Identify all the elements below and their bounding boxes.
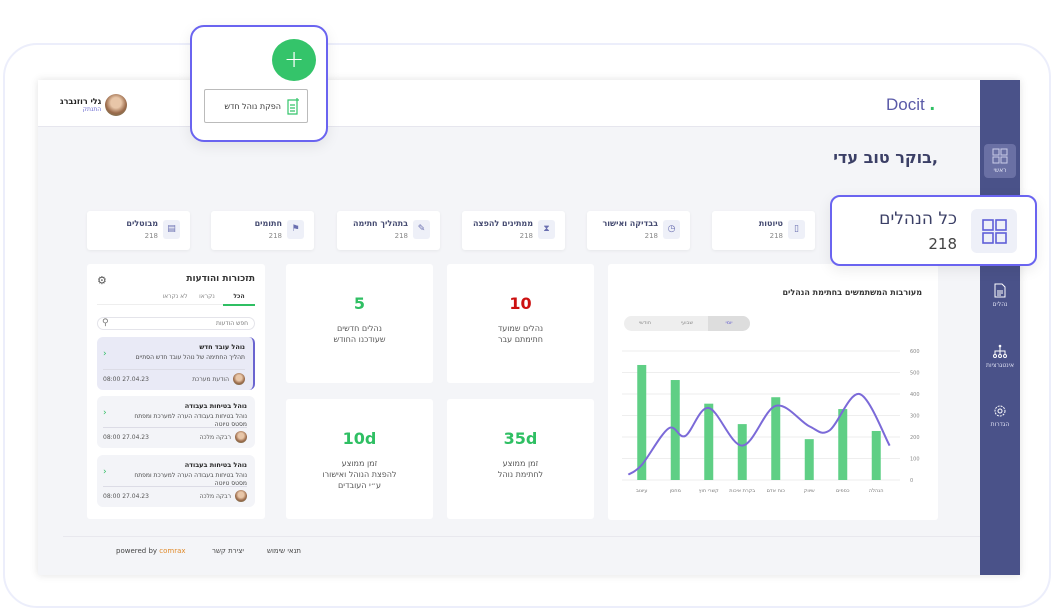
- user-menu[interactable]: גלי רוזנברג התנתק: [60, 94, 128, 116]
- contact-link[interactable]: יצירת קשר: [212, 547, 244, 555]
- chevron-left-icon: ‹: [103, 408, 107, 418]
- top-header: Docit . גלי רוזנברג התנתק: [38, 80, 980, 127]
- avatar: [233, 373, 245, 385]
- stat-signed[interactable]: ⚑ חתומים 218: [211, 211, 314, 250]
- search-icon: ⚲: [102, 318, 109, 328]
- bar: [804, 439, 814, 480]
- kpi-value: 5: [353, 294, 366, 313]
- logout-link[interactable]: התנתק: [82, 106, 102, 113]
- x-tick-label: בקרת איכות: [729, 488, 755, 494]
- stat-cancelled[interactable]: ▤ מבוטלים 218: [87, 211, 190, 250]
- logo-dot: .: [929, 93, 935, 115]
- x-tick-label: עיצוב: [636, 488, 647, 494]
- period-toggle: יומי שבועי חודשי: [624, 316, 750, 331]
- y-tick-label: 200: [910, 435, 920, 441]
- bar: [871, 430, 881, 480]
- user-name: גלי רוזנברג: [60, 97, 102, 106]
- y-tick-label: 300: [910, 414, 920, 420]
- grid-icon: [971, 209, 1017, 253]
- sidebar-item-procedures[interactable]: נהלים: [984, 283, 1016, 308]
- cancelled-doc-icon: ▤: [163, 220, 180, 239]
- kpi-avg-distribution-time: 10d זמן ממוצע להפצת הנוהל ואישורו ע״י העובד…: [286, 399, 433, 519]
- notification-tabs: הכל נקראו לא נקראו: [97, 293, 255, 306]
- trend-line: [627, 393, 891, 476]
- new-procedure-popup: + הפקת נוהל חדש: [190, 25, 328, 142]
- hourglass-icon: ⧗: [538, 220, 555, 239]
- segment-weekly[interactable]: שבועי: [680, 320, 694, 326]
- bar: [771, 397, 781, 480]
- y-tick-label: 500: [910, 371, 920, 377]
- sidebar: ראשי נהלים אינטגרציות הגדרות: [980, 80, 1020, 575]
- stat-drafts[interactable]: ▯ טיוטות 218: [712, 211, 815, 250]
- sidebar-item-home[interactable]: ראשי: [984, 144, 1016, 178]
- bar: [637, 364, 647, 480]
- y-tick-label: 400: [910, 392, 920, 398]
- pen-icon: ✎: [413, 220, 430, 239]
- grid-icon: [992, 148, 1008, 164]
- kpi-new: 5 נהלים חדשים שעודכנו החודש: [286, 264, 433, 383]
- add-button[interactable]: +: [272, 39, 316, 81]
- bar: [838, 409, 848, 480]
- notifications-panel: תזכורות והודעות ⚙ הכל נקראו לא נקראו חפש…: [87, 264, 265, 519]
- stat-signing[interactable]: ✎ בתהליך חתימה 218: [337, 211, 440, 250]
- search-input[interactable]: חפש הודעות ⚲: [97, 317, 255, 330]
- hierarchy-icon: [993, 344, 1007, 358]
- kpi-value: 10: [509, 294, 532, 313]
- add-document-icon: [287, 98, 299, 115]
- logo[interactable]: Docit .: [885, 93, 935, 115]
- gear-icon: [994, 405, 1006, 417]
- avatar: [235, 490, 247, 502]
- y-tick-label: 600: [910, 349, 920, 355]
- tab-all[interactable]: הכל: [223, 293, 255, 306]
- y-tick-label: 0: [910, 478, 913, 484]
- bar: [704, 403, 714, 480]
- chevron-left-icon: ‹: [103, 349, 107, 359]
- kpi-value: 10d: [342, 429, 377, 448]
- kpi-value: 35d: [503, 429, 538, 448]
- flag-icon: ⚑: [287, 220, 304, 239]
- engagement-chart-panel: מעורבות המשתמשים בחתימת הנהלים יומי שבוע…: [608, 264, 938, 520]
- file-icon: ▯: [788, 220, 805, 239]
- callout-value: 218: [928, 235, 957, 253]
- document-icon: [994, 283, 1006, 298]
- x-tick-label: מחסן: [670, 488, 681, 494]
- avatar: [235, 431, 247, 443]
- sidebar-item-settings[interactable]: הגדרות: [984, 404, 1016, 428]
- terms-link[interactable]: תנאי שימוש: [267, 547, 302, 555]
- powered-by: powered by comrax: [116, 547, 186, 555]
- notification-item[interactable]: נוהל עובד חדש תהליך החתימה של נוהל עובד ח…: [97, 337, 255, 390]
- x-tick-label: קשרי חוץ: [699, 488, 719, 494]
- segment-monthly[interactable]: חודשי: [638, 320, 652, 326]
- new-procedure-tooltip[interactable]: הפקת נוהל חדש: [204, 89, 308, 123]
- footer: powered by comrax יצירת קשר תנאי שימוש: [63, 536, 980, 566]
- all-procedures-callout[interactable]: כל הנהלים 218: [830, 195, 1037, 266]
- sidebar-item-integrations[interactable]: אינטגרציות: [984, 344, 1016, 369]
- segment-daily[interactable]: יומי: [708, 316, 750, 331]
- bar-line-chart: 0 100 200 300 400 500 600 עיצוב מחסן קשרי חוץ בקרת…: [622, 349, 920, 494]
- notification-item[interactable]: נוהל בטיחות בעבודה נוהל בטיחות בעבודה הער…: [97, 455, 255, 507]
- x-tick-label: שיווק: [804, 488, 815, 494]
- stat-review[interactable]: ◷ בבדיקה ואישור 218: [587, 211, 690, 250]
- greeting: ,בוקר טוב עדי: [833, 148, 938, 167]
- kpi-avg-sign-time: 35d זמן ממוצע לחתימת נוהל: [447, 399, 594, 519]
- bar: [737, 424, 747, 480]
- tab-unread[interactable]: לא נקראו: [162, 293, 188, 300]
- kpi-overdue: 10 נהלים שמועד חתימתם עבר: [447, 264, 594, 383]
- tab-read[interactable]: נקראו: [199, 293, 215, 300]
- chevron-left-icon: ‹: [103, 467, 107, 477]
- callout-label: כל הנהלים: [879, 209, 957, 229]
- clock-icon: ◷: [663, 220, 680, 239]
- notifications-title: תזכורות והודעות: [186, 274, 255, 284]
- x-tick-label: כספים: [836, 488, 850, 494]
- avatar: [105, 94, 128, 116]
- stat-pending-distribution[interactable]: ⧗ ממתינים להפצה 218: [462, 211, 565, 250]
- app-window: Docit . גלי רוזנברג התנתק ראשי נהלים אינט…: [38, 80, 1020, 575]
- chart-title: מעורבות המשתמשים בחתימת הנהלים: [782, 288, 922, 297]
- x-tick-label: הנהלה: [869, 488, 884, 494]
- notification-item[interactable]: נוהל בטיחות בעבודה נוהל בטיחות בעבודה הער…: [97, 396, 255, 448]
- settings-gear-icon[interactable]: ⚙: [97, 274, 107, 287]
- x-tick-label: כוח אדם: [767, 488, 786, 494]
- y-tick-label: 100: [910, 457, 920, 463]
